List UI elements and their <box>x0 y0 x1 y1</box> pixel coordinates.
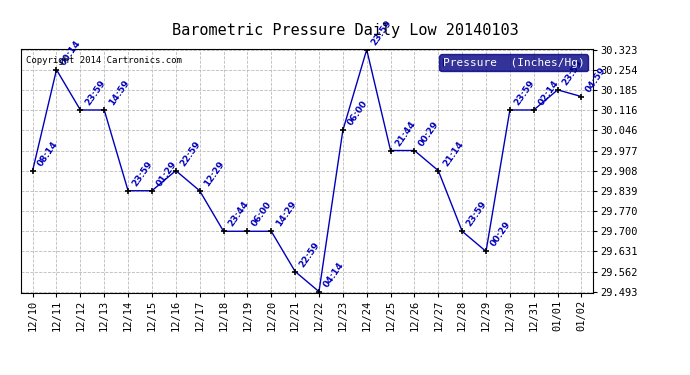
Text: 23:59: 23:59 <box>560 58 584 87</box>
Text: 12:29: 12:29 <box>202 159 226 188</box>
Text: 14:59: 14:59 <box>107 78 131 107</box>
Text: 22:59: 22:59 <box>179 139 202 168</box>
Text: 00:29: 00:29 <box>417 119 441 148</box>
Text: 23:59: 23:59 <box>83 78 107 107</box>
Text: 14:29: 14:29 <box>274 200 298 228</box>
Text: 23:59: 23:59 <box>369 18 393 47</box>
Text: 06:00: 06:00 <box>346 99 369 128</box>
Text: 04:14: 04:14 <box>322 260 346 289</box>
Legend: Pressure  (Inches/Hg): Pressure (Inches/Hg) <box>440 54 588 71</box>
Text: 21:44: 21:44 <box>393 119 417 148</box>
Text: 01:29: 01:29 <box>155 159 179 188</box>
Text: 23:44: 23:44 <box>226 200 250 228</box>
Text: 23:59: 23:59 <box>513 78 537 107</box>
Text: 22:59: 22:59 <box>298 240 322 269</box>
Text: 06:00: 06:00 <box>250 200 274 228</box>
Text: Barometric Pressure Daily Low 20140103: Barometric Pressure Daily Low 20140103 <box>172 22 518 38</box>
Text: 08:14: 08:14 <box>35 139 59 168</box>
Text: 21:14: 21:14 <box>441 139 465 168</box>
Text: 04:59: 04:59 <box>584 65 608 94</box>
Text: 00:29: 00:29 <box>489 220 513 249</box>
Text: 02:14: 02:14 <box>537 79 560 107</box>
Text: 23:59: 23:59 <box>131 159 155 188</box>
Text: 00:14: 00:14 <box>59 39 83 67</box>
Text: 23:59: 23:59 <box>465 200 489 228</box>
Text: Copyright 2014 Cartronics.com: Copyright 2014 Cartronics.com <box>26 56 182 65</box>
